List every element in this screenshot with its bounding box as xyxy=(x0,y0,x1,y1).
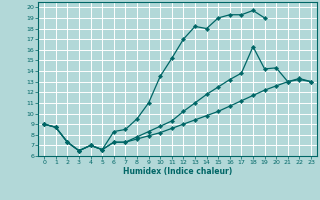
X-axis label: Humidex (Indice chaleur): Humidex (Indice chaleur) xyxy=(123,167,232,176)
